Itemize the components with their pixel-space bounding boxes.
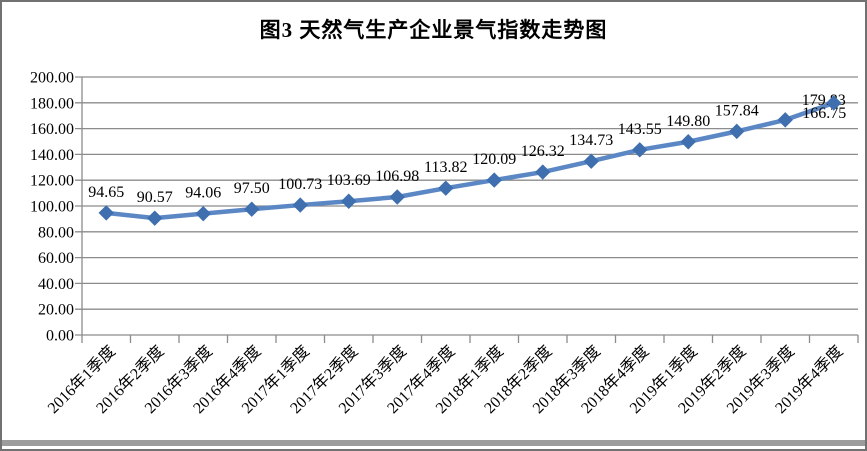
chart-title: 图3 天然气生产企业景气指数走势图 [259,18,608,42]
y-axis-tick-label: 200.00 [30,70,74,87]
y-axis-tick-label: 140.00 [30,147,74,164]
y-axis-tick-label: 20.00 [38,302,74,319]
data-label: 100.73 [278,176,322,193]
data-point-marker [826,95,842,111]
data-point-marker [486,172,502,188]
data-label: 143.55 [618,121,662,138]
data-point-marker [341,193,357,209]
data-point-marker [98,205,114,221]
data-point-marker [632,142,648,158]
data-label: 90.57 [137,189,173,206]
series-line [104,100,836,221]
y-axis-tick-label: 60.00 [38,250,74,267]
data-point-marker [438,180,454,196]
data-label: 103.69 [327,172,371,189]
data-label: 113.82 [424,159,467,176]
data-point-marker [777,112,793,128]
data-label: 97.50 [234,180,270,197]
data-point-marker [535,164,551,180]
data-point-marker [292,197,308,213]
data-point-marker [244,201,260,217]
data-label: 149.80 [666,113,710,130]
y-axis-tick-label: 100.00 [30,199,74,216]
data-point-marker [389,189,405,205]
data-label: 106.98 [375,168,419,185]
data-point-marker [583,153,599,169]
data-label: 94.06 [185,185,221,202]
data-label: 120.09 [472,151,516,168]
y-axis-tick-label: 40.00 [38,276,74,293]
data-label: 94.65 [88,184,124,201]
data-point-marker [195,205,211,222]
y-axis-tick-label: 120.00 [30,173,74,190]
y-axis-tick-label: 80.00 [38,224,74,241]
data-point-marker [729,123,745,140]
data-point-marker [680,134,696,150]
data-label: 179.83 [802,92,846,109]
y-axis-tick-label: 160.00 [30,121,74,138]
data-point-marker [147,210,163,226]
y-axis-tick-label: 180.00 [30,95,74,112]
y-axis-tick-label: 0.00 [46,328,74,345]
data-label: 157.84 [715,102,759,119]
data-label: 134.73 [569,132,613,149]
bottom-edge-bar [2,440,865,446]
data-label: 126.32 [521,143,565,160]
